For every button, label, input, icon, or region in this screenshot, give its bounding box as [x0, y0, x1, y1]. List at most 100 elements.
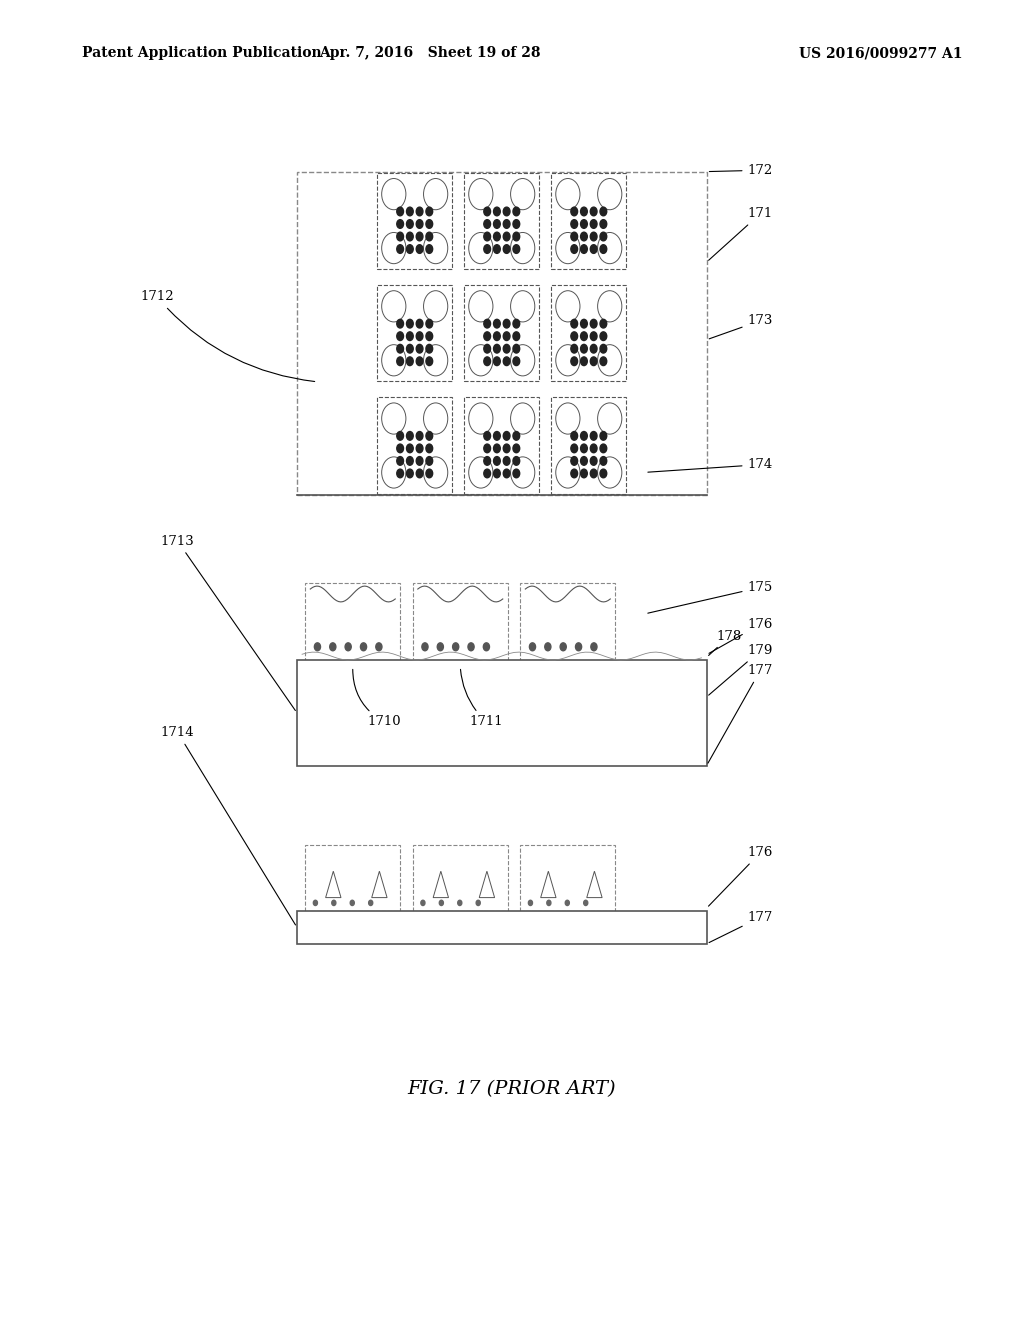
Circle shape	[424, 457, 447, 488]
Bar	[520, 583, 615, 660]
Circle shape	[469, 457, 493, 488]
Circle shape	[424, 403, 447, 434]
Circle shape	[437, 643, 443, 651]
Circle shape	[396, 244, 403, 253]
Bar	[465, 285, 539, 381]
Circle shape	[453, 643, 459, 651]
Text: Apr. 7, 2016   Sheet 19 of 28: Apr. 7, 2016 Sheet 19 of 28	[319, 46, 541, 61]
Circle shape	[581, 232, 588, 240]
Circle shape	[407, 207, 414, 215]
Circle shape	[600, 207, 607, 215]
Circle shape	[556, 403, 580, 434]
Text: 175: 175	[648, 581, 773, 614]
Circle shape	[545, 643, 551, 651]
Polygon shape	[479, 871, 495, 898]
Circle shape	[313, 900, 317, 906]
Circle shape	[503, 469, 510, 478]
Circle shape	[426, 319, 433, 327]
Text: 1714: 1714	[161, 726, 296, 925]
Text: Patent Application Publication: Patent Application Publication	[82, 46, 322, 61]
Circle shape	[407, 319, 414, 327]
Circle shape	[590, 345, 597, 352]
Circle shape	[382, 178, 406, 210]
Circle shape	[529, 643, 536, 651]
Circle shape	[503, 207, 510, 215]
Circle shape	[570, 331, 578, 341]
Circle shape	[511, 403, 535, 434]
Circle shape	[426, 432, 433, 440]
Circle shape	[469, 403, 493, 434]
Circle shape	[511, 178, 535, 210]
Circle shape	[503, 331, 510, 341]
Circle shape	[600, 244, 607, 253]
Circle shape	[396, 432, 403, 440]
Polygon shape	[433, 871, 449, 898]
Circle shape	[369, 900, 373, 906]
Circle shape	[416, 345, 423, 352]
Circle shape	[570, 345, 578, 352]
Circle shape	[560, 643, 566, 651]
Circle shape	[590, 219, 597, 228]
Circle shape	[600, 457, 607, 465]
Bar	[305, 583, 400, 660]
Circle shape	[570, 469, 578, 478]
Circle shape	[424, 290, 447, 322]
Circle shape	[494, 444, 501, 453]
Circle shape	[439, 900, 443, 906]
Circle shape	[598, 345, 622, 376]
Circle shape	[581, 219, 588, 228]
Text: 177: 177	[708, 664, 773, 763]
Circle shape	[513, 319, 520, 327]
Circle shape	[426, 444, 433, 453]
Circle shape	[600, 469, 607, 478]
Circle shape	[350, 900, 354, 906]
Circle shape	[513, 232, 520, 240]
Circle shape	[598, 457, 622, 488]
Circle shape	[584, 900, 588, 906]
Bar	[377, 285, 453, 381]
Text: 179: 179	[709, 644, 773, 696]
Circle shape	[416, 244, 423, 253]
Circle shape	[513, 207, 520, 215]
Circle shape	[468, 643, 474, 651]
Circle shape	[511, 290, 535, 322]
Circle shape	[426, 232, 433, 240]
Text: 1710: 1710	[352, 669, 400, 729]
Circle shape	[469, 345, 493, 376]
Circle shape	[483, 469, 490, 478]
Circle shape	[513, 356, 520, 366]
Bar	[551, 285, 626, 381]
Circle shape	[590, 244, 597, 253]
Circle shape	[426, 469, 433, 478]
Circle shape	[483, 345, 490, 352]
Circle shape	[556, 178, 580, 210]
Circle shape	[483, 457, 490, 465]
Text: US 2016/0099277 A1: US 2016/0099277 A1	[799, 46, 963, 61]
Text: FIG. 17 (PRIOR ART): FIG. 17 (PRIOR ART)	[408, 1080, 616, 1098]
Circle shape	[407, 232, 414, 240]
Bar	[551, 173, 626, 269]
Circle shape	[581, 331, 588, 341]
Circle shape	[590, 444, 597, 453]
Circle shape	[600, 356, 607, 366]
Circle shape	[570, 356, 578, 366]
Circle shape	[600, 444, 607, 453]
Circle shape	[590, 457, 597, 465]
Circle shape	[513, 219, 520, 228]
Circle shape	[407, 444, 414, 453]
Circle shape	[494, 232, 501, 240]
Circle shape	[503, 444, 510, 453]
Circle shape	[503, 457, 510, 465]
Circle shape	[513, 244, 520, 253]
Circle shape	[581, 207, 588, 215]
Circle shape	[396, 345, 403, 352]
Text: 178: 178	[709, 630, 742, 656]
Polygon shape	[372, 871, 387, 898]
Circle shape	[330, 643, 336, 651]
Circle shape	[407, 345, 414, 352]
Text: 176: 176	[709, 846, 773, 906]
Bar	[465, 173, 539, 269]
Circle shape	[469, 232, 493, 264]
Circle shape	[581, 469, 588, 478]
Circle shape	[396, 219, 403, 228]
